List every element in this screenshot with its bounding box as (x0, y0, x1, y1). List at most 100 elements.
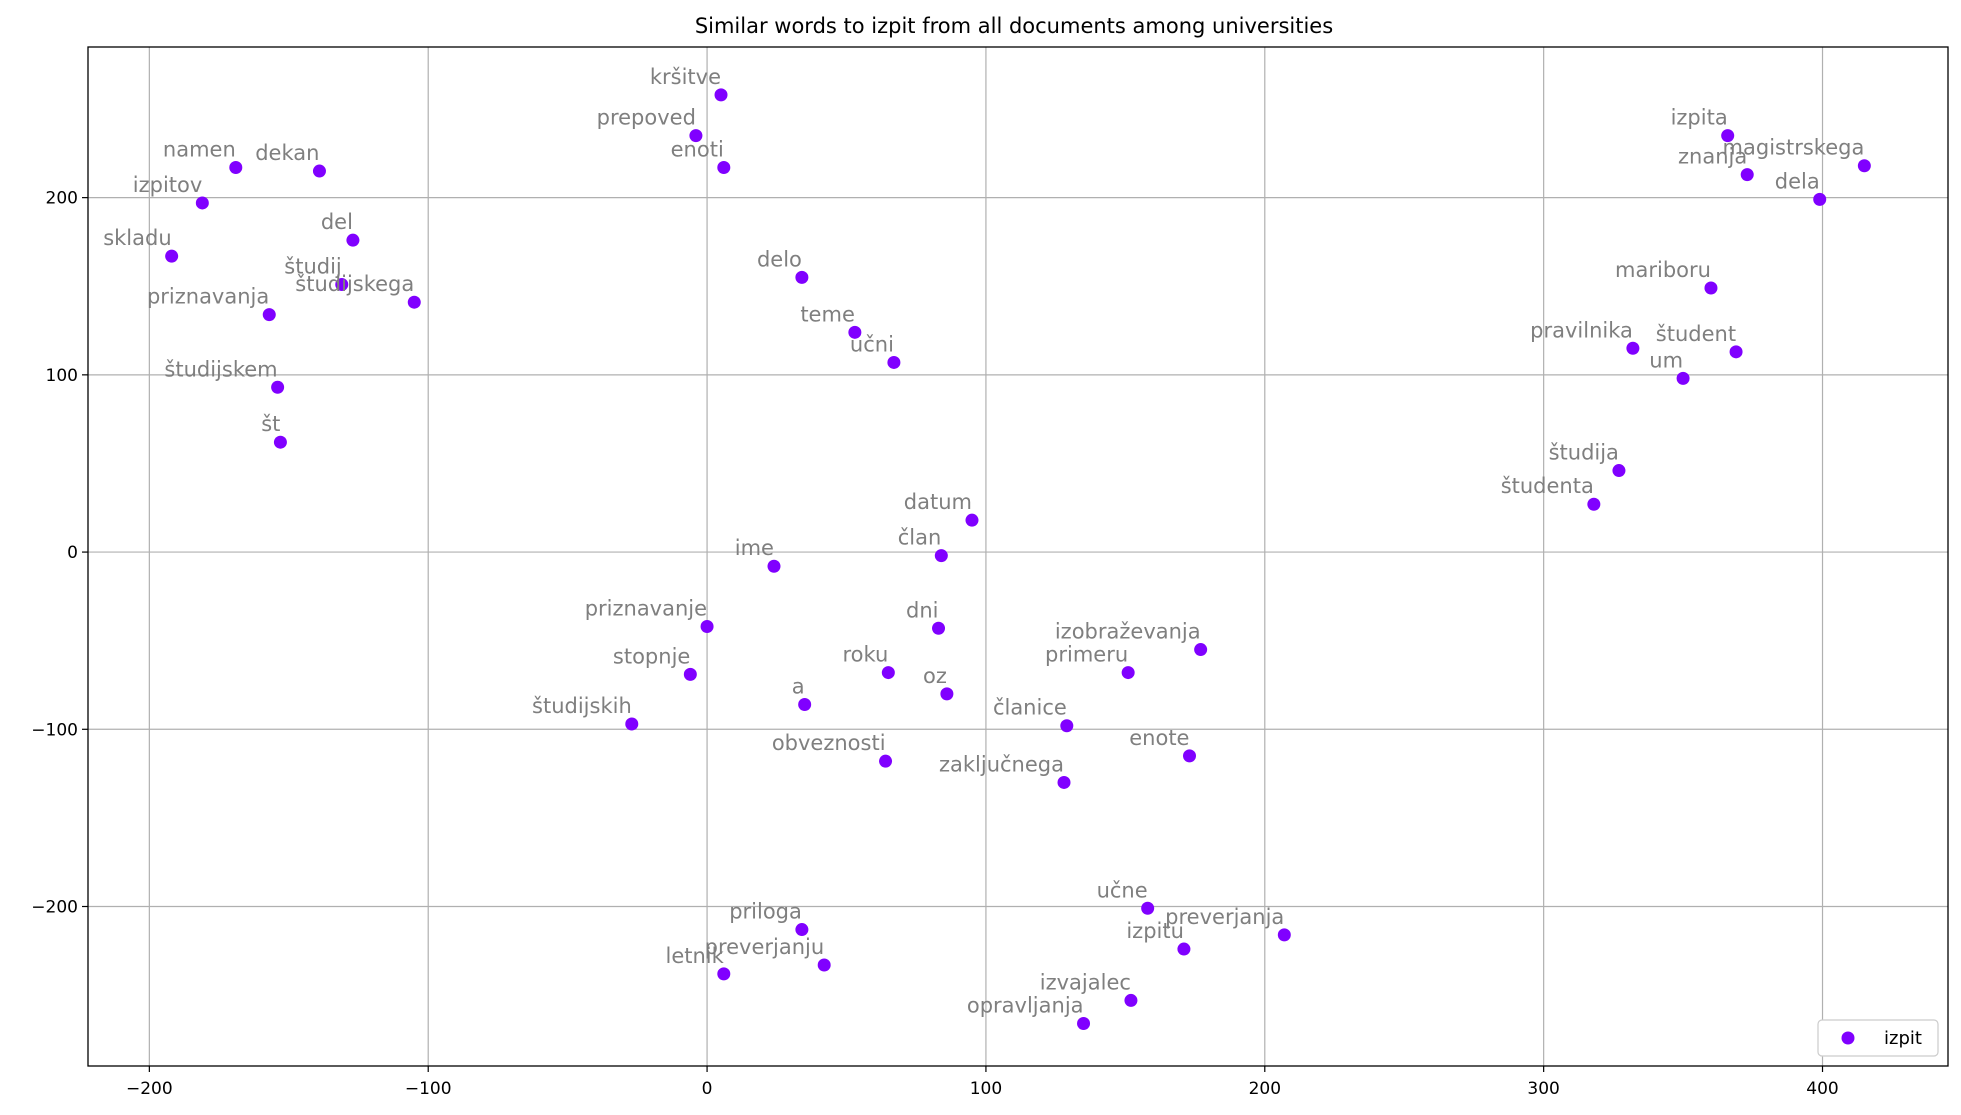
data-point (934, 549, 948, 563)
point-label: dela (1775, 169, 1820, 193)
point-label: mariboru (1615, 258, 1711, 282)
point-label: članice (993, 696, 1067, 720)
point-label: priloga (729, 900, 802, 924)
y-tick-label: −100 (31, 720, 78, 740)
x-tick-label: 200 (1249, 1079, 1281, 1099)
point-label: stopnje (613, 644, 690, 668)
point-label: ime (735, 536, 774, 560)
y-tick-label: 0 (67, 543, 78, 563)
point-label: delo (757, 247, 802, 271)
data-point (229, 161, 243, 175)
data-point (887, 355, 901, 369)
x-tick-label: −200 (126, 1079, 173, 1099)
data-point (1676, 371, 1690, 385)
data-point (1182, 749, 1196, 763)
point-label: študent (1656, 322, 1736, 346)
data-point (879, 754, 893, 768)
data-point (1740, 168, 1754, 182)
data-point (932, 621, 946, 635)
data-point (714, 88, 728, 102)
data-point (1141, 901, 1155, 915)
data-point (1277, 928, 1291, 942)
point-label: študijskih (532, 694, 632, 718)
point-label: član (898, 526, 942, 550)
point-label: študijskega (295, 272, 414, 296)
point-label: kršitve (650, 65, 721, 89)
data-point (1121, 666, 1135, 680)
point-label: preverjanja (1165, 905, 1284, 929)
point-label: enote (1129, 726, 1189, 750)
data-point (312, 164, 326, 178)
data-point (817, 958, 831, 972)
data-point (848, 325, 862, 339)
point-label: učne (1097, 878, 1148, 902)
data-point (1813, 192, 1827, 206)
data-point (271, 380, 285, 394)
grid-lines (88, 47, 1948, 1066)
point-label: pravilnika (1530, 318, 1633, 342)
point-label: skladu (103, 226, 171, 250)
data-point (625, 717, 639, 731)
data-point (795, 923, 809, 937)
data-point (195, 196, 209, 210)
point-label: um (1649, 348, 1683, 372)
x-tick-label: 100 (970, 1079, 1002, 1099)
data-point (407, 295, 421, 309)
data-point (346, 233, 360, 247)
y-tick-label: 200 (46, 189, 78, 209)
point-label: roku (842, 643, 888, 667)
data-point (1124, 993, 1138, 1007)
point-label: znanja (1678, 145, 1747, 169)
point-label: primeru (1045, 643, 1128, 667)
axis-ticks: −200 −100 0 100 200 300 400 −200 −100 0 100 200 (31, 189, 1838, 1099)
point-label: namen (163, 138, 236, 162)
data-points (165, 88, 1871, 1030)
point-label: letnik (666, 944, 725, 968)
data-point (700, 620, 714, 634)
legend-marker (1841, 1031, 1855, 1045)
x-tick-label: −100 (405, 1079, 452, 1099)
point-labels: kršitve prepoved enoti namen dekan izpitov skl… (103, 65, 1864, 1018)
data-point (965, 513, 979, 527)
data-point (1077, 1016, 1091, 1030)
point-label: študenta (1501, 474, 1594, 498)
data-point (717, 161, 731, 175)
point-label: obveznosti (772, 731, 886, 755)
point-label: priznavanje (585, 597, 707, 621)
point-label: izvajalec (1040, 970, 1131, 994)
y-tick-label: 100 (46, 366, 78, 386)
point-label: a (792, 674, 805, 698)
data-point (683, 667, 697, 681)
point-label: teme (800, 302, 855, 326)
data-point (335, 277, 349, 291)
legend-box (1817, 1019, 1939, 1057)
data-point (273, 435, 287, 449)
data-point (1194, 643, 1208, 657)
point-label: datum (904, 490, 972, 514)
point-label: enoti (671, 138, 724, 162)
x-tick-label: 0 (702, 1079, 713, 1099)
point-label: del (321, 210, 353, 234)
data-point (1612, 464, 1626, 478)
data-point (1704, 281, 1718, 295)
point-label: prepoved (597, 106, 696, 130)
data-point (1057, 775, 1071, 789)
point-label: dekan (255, 141, 319, 165)
data-point (1587, 497, 1601, 511)
point-label: št (261, 412, 280, 436)
legend-label: izpit (1884, 1028, 1922, 1049)
point-label: izpitov (133, 173, 203, 197)
point-label: magistrskega (1723, 136, 1865, 160)
data-point (165, 249, 179, 263)
data-point (717, 967, 731, 981)
x-tick-label: 300 (1527, 1079, 1559, 1099)
point-label: učni (850, 332, 894, 356)
data-point (1177, 942, 1191, 956)
point-label: oz (923, 664, 947, 688)
point-label: izobraževanja (1055, 620, 1201, 644)
data-point (798, 697, 812, 711)
data-point (1626, 341, 1640, 355)
point-label: priznavanja (147, 285, 269, 309)
